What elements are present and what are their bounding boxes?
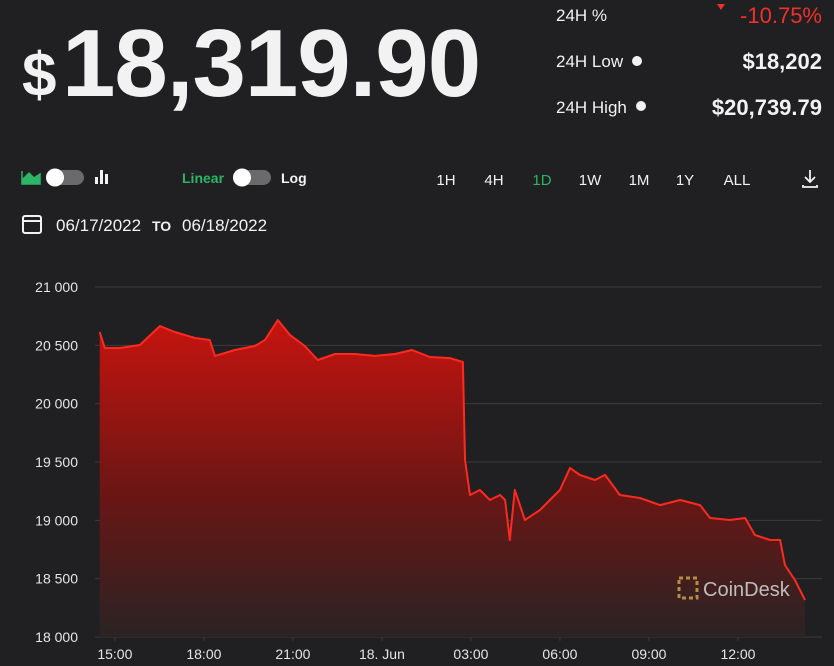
stat-value: $20,739.79: [712, 95, 822, 120]
stat-value: -10.75%: [740, 3, 822, 28]
y-tick-label: 20 500: [35, 337, 78, 353]
watermark-text: CoinDesk: [703, 579, 791, 601]
x-tick-label: 15:00: [97, 646, 132, 662]
range-button[interactable]: 1H: [436, 172, 455, 189]
y-tick-label: 18 000: [35, 629, 78, 645]
info-icon[interactable]: [632, 56, 642, 66]
x-tick-label: 09:00: [631, 646, 666, 662]
area-chart-icon[interactable]: [21, 171, 41, 185]
price: 18,319.90: [62, 10, 480, 117]
price-area: [99, 320, 805, 637]
price-line: [98, 319, 806, 601]
stat-label: 24H %: [556, 6, 607, 25]
x-tick-label: 21:00: [275, 646, 310, 662]
linear-option[interactable]: Linear: [182, 170, 225, 186]
stat-label: 24H High: [556, 98, 627, 117]
x-tick-label: 03:00: [453, 646, 488, 662]
stat-label: 24H Low: [556, 52, 624, 71]
x-tick-label: 18:00: [186, 646, 221, 662]
watermark: CoinDesk: [677, 576, 791, 601]
y-tick-label: 20 000: [35, 396, 78, 412]
y-tick-label: 21 000: [35, 279, 78, 295]
range-button[interactable]: 4H: [484, 172, 503, 189]
x-tick-label: 12:00: [720, 646, 755, 662]
y-tick-label: 19 000: [35, 512, 78, 528]
down-arrow: [717, 4, 725, 10]
x-tick-label: 18. Jun: [359, 646, 405, 662]
range-button[interactable]: ALL: [724, 172, 751, 189]
calendar-icon[interactable]: [22, 215, 42, 234]
date-separator: TO: [152, 218, 171, 234]
x-tick-label: 06:00: [542, 646, 577, 662]
download-icon[interactable]: [802, 170, 818, 188]
toggle-knob[interactable]: [233, 168, 251, 187]
bar-chart-icon[interactable]: [95, 170, 108, 184]
currency-symbol: $: [22, 41, 56, 110]
range-button[interactable]: 1D: [532, 172, 551, 189]
range-button[interactable]: 1Y: [676, 172, 694, 189]
y-tick-label: 19 500: [35, 454, 78, 470]
info-icon[interactable]: [636, 101, 646, 111]
range-button[interactable]: 1M: [629, 172, 650, 189]
date-to[interactable]: 06/18/2022: [182, 216, 267, 235]
date-from[interactable]: 06/17/2022: [56, 216, 141, 235]
toggle-knob[interactable]: [46, 168, 64, 187]
y-tick-label: 18 500: [35, 571, 78, 587]
range-button[interactable]: 1W: [579, 172, 602, 189]
log-option[interactable]: Log: [281, 170, 307, 186]
stat-value: $18,202: [742, 49, 822, 74]
